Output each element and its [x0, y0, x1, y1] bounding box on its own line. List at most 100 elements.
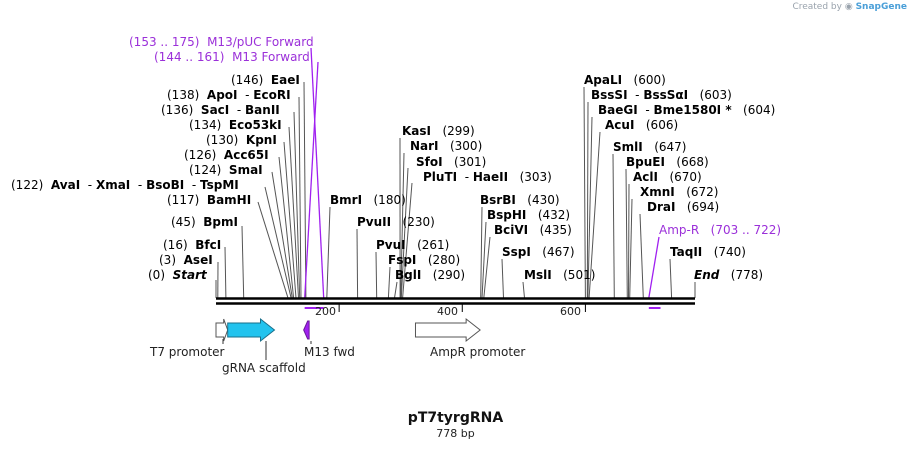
- site-label-smli: SmlI (647): [613, 140, 687, 154]
- primer-label-amp-r: Amp-R (703 .. 722): [659, 223, 782, 237]
- feature-shapes: [215, 317, 481, 360]
- site-line-drai: [639, 213, 644, 299]
- site-line-kpni: [283, 141, 297, 299]
- credit-prefix: Created by: [792, 2, 842, 12]
- site-label-bpuei: BpuEI (668): [626, 155, 709, 169]
- site-line-sfoi: [400, 167, 409, 299]
- site-line-xmni: [629, 198, 633, 299]
- site-line-taqii: [669, 258, 673, 299]
- site-label-pvui: PvuI (261): [376, 238, 450, 252]
- site-label-eaei: (146) EaeI: [231, 73, 300, 87]
- site-line-msli: [522, 281, 525, 299]
- snapgene-logo-icon: ◉: [844, 2, 853, 12]
- site-line-apali: [583, 86, 586, 299]
- site-label-sspi: SspI (467): [502, 245, 575, 259]
- site-line-fspi: [387, 266, 391, 299]
- site-label-bpmi: (45) BpmI: [171, 215, 238, 229]
- site-label-asei: (3) AseI: [159, 253, 213, 267]
- map-length: 778 bp: [436, 427, 475, 440]
- feature-arrow-t7-promoter: [215, 318, 229, 342]
- site-line-acc65i: [278, 156, 295, 299]
- site-line-apoi: [298, 96, 302, 299]
- site-line-bsrbi: [480, 206, 483, 299]
- site-label-apoi-ecori: (138) ApoI - EcoRI: [167, 88, 291, 102]
- feature-label-t7-promoter: T7 promoter: [150, 345, 225, 359]
- site-label-kpni: (130) KpnI: [206, 133, 277, 147]
- site-line-saci: [293, 111, 301, 299]
- feature-arrow-ampr-promoter: [414, 317, 481, 343]
- site-label-bsphi: BspHI (432): [487, 208, 571, 222]
- site-line-eco53ki: [288, 126, 299, 299]
- feature-label-ampr-promoter: AmpR promoter: [430, 345, 526, 359]
- site-label-end: End (778): [694, 268, 764, 282]
- site-label-eco53ki: (134) Eco53kI: [189, 118, 282, 132]
- site-label-kasi: KasI (299): [402, 124, 475, 138]
- site-label-bamhi: (117) BamHI: [167, 193, 252, 207]
- site-label-acui: AcuI (606): [605, 118, 679, 132]
- ruler-ticks: [338, 303, 586, 312]
- site-label-pvuii: PvuII (230): [357, 215, 435, 229]
- site-line-acli: [628, 183, 630, 299]
- site-line-eaei: [303, 81, 307, 299]
- site-line-baegi: [587, 116, 593, 299]
- site-label-bgli: BglI (290): [395, 268, 466, 282]
- primer-line-m13-puc-forward: [310, 47, 325, 299]
- site-line-pvuii: [356, 228, 359, 299]
- site-line-bgli: [394, 281, 398, 299]
- site-label-acc65i: (126) Acc65I: [184, 148, 269, 162]
- site-label-start: (0) Start: [148, 268, 207, 282]
- site-label-bsssi: BssSI - BssSαI (603): [591, 88, 732, 102]
- site-label-nari: NarI (300): [410, 139, 483, 153]
- credit: Created by ◉ SnapGene: [792, 2, 907, 12]
- site-label-bcivi: BciVI (435): [494, 223, 572, 237]
- site-line-sspi: [501, 258, 504, 299]
- site-label-bfci: (16) BfcI: [163, 238, 222, 252]
- map-title: pT7tyrgRNA: [407, 410, 504, 426]
- feature-arrow-m13-fwd: [303, 320, 310, 340]
- site-line-smai: [271, 171, 293, 299]
- site-label-fspi: FspI (280): [388, 253, 461, 267]
- site-label-smai: (124) SmaI: [189, 163, 263, 177]
- site-label-taqii: TaqII (740): [670, 245, 746, 259]
- site-line-smli: [612, 153, 615, 299]
- site-label-bsrbi: BsrBI (430): [480, 193, 560, 207]
- site-label-pluti-haeii: PluTI - HaeII (303): [423, 170, 552, 184]
- primer-line-amp-r: [648, 236, 660, 299]
- site-line-bpuei: [625, 168, 628, 299]
- site-line-bmri: [326, 206, 331, 299]
- primer-label-m13-puc-forward: (153 .. 175) M13/pUC Forward: [129, 35, 314, 49]
- site-line-bcivi: [483, 236, 491, 299]
- credit-brand: SnapGene: [855, 2, 907, 12]
- primer-line-m13-forward: [304, 61, 319, 299]
- site-line-pvui: [375, 251, 378, 299]
- site-label-saci-banii: (136) SacI - BanII: [161, 103, 280, 117]
- site-label-sfoi: SfoI (301): [416, 155, 487, 169]
- feature-arrow-grna-scaffold: [227, 317, 276, 343]
- site-line-bsssi: [586, 101, 589, 299]
- primer-label-m13-forward: (144 .. 161) M13 Forward: [154, 50, 310, 64]
- site-label-acli: AclI (670): [633, 170, 702, 184]
- site-line-nari: [400, 152, 405, 299]
- site-label-xmni: XmnI (672): [640, 185, 719, 199]
- primer-lines: [304, 47, 660, 299]
- site-label-avai-group: (122) AvaI - XmaI - BsoBI - TspMI: [11, 178, 239, 192]
- site-line-bsphi: [481, 221, 487, 299]
- site-label-msli: MslI (501): [524, 268, 596, 282]
- site-label-drai: DraI (694): [647, 200, 720, 214]
- site-line-bpmi: [241, 225, 245, 299]
- site-line-acui: [588, 131, 601, 299]
- site-label-bmri: BmrI (180): [330, 193, 406, 207]
- site-line-pluti: [402, 182, 413, 299]
- site-line-avai: [264, 186, 292, 299]
- ruler-label-200: 200: [315, 305, 336, 318]
- site-label-baegi: BaeGI - Bme1580I * (604): [598, 103, 776, 117]
- feature-label-grna-scaffold: gRNA scaffold: [222, 361, 306, 375]
- backbone: [216, 297, 695, 305]
- feature-label-m13-fwd: M13 fwd: [304, 345, 355, 359]
- site-label-apali: ApaLI (600): [584, 73, 666, 87]
- site-lines: [215, 81, 696, 299]
- site-line-bamhi: [257, 201, 289, 299]
- site-line-bfci: [224, 246, 227, 299]
- ruler-label-400: 400: [437, 305, 458, 318]
